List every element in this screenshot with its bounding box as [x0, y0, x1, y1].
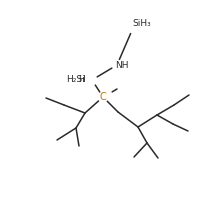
Text: C: C: [100, 92, 106, 102]
Text: H: H: [78, 75, 85, 84]
Text: NH: NH: [115, 60, 129, 70]
Text: H₂Si: H₂Si: [66, 75, 85, 84]
Text: SiH₃: SiH₃: [132, 20, 151, 29]
